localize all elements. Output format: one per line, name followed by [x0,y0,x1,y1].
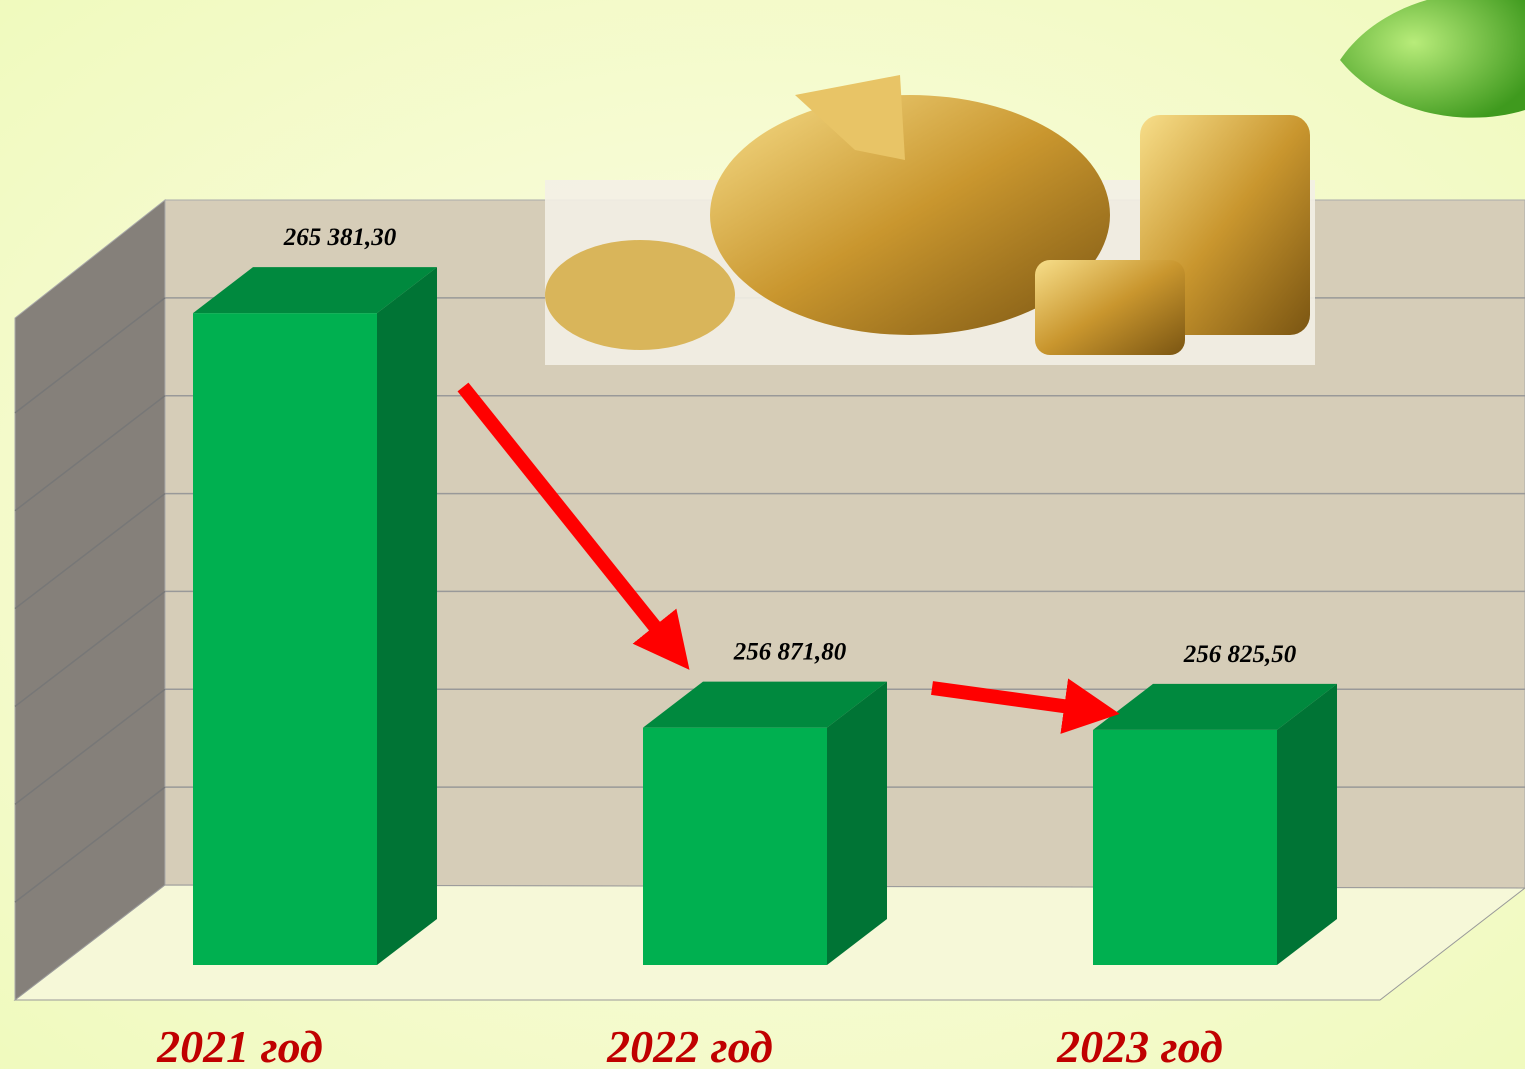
side-wall [15,200,165,1000]
page: 265 381,30 2021 год 256 871,80 2022 год 256 … [0,0,1525,1069]
coin-stack [1035,260,1185,355]
bar-side [377,267,437,965]
bar-side [1277,684,1337,965]
value-label: 265 381,30 [283,224,397,251]
bar [1093,730,1277,965]
coin-pile [545,240,735,350]
chart: 265 381,30 2021 год 256 871,80 2022 год 256 … [0,0,1525,1069]
x-tick-label: 2022 год [606,1021,773,1069]
bar-side [827,682,887,965]
x-tick-label: 2021 год [156,1021,323,1069]
x-tick-label: 2023 год [1056,1021,1223,1069]
value-label: 256 871,80 [733,639,847,666]
bar [193,313,377,965]
bar [643,728,827,965]
value-label: 256 825,50 [1183,641,1297,668]
